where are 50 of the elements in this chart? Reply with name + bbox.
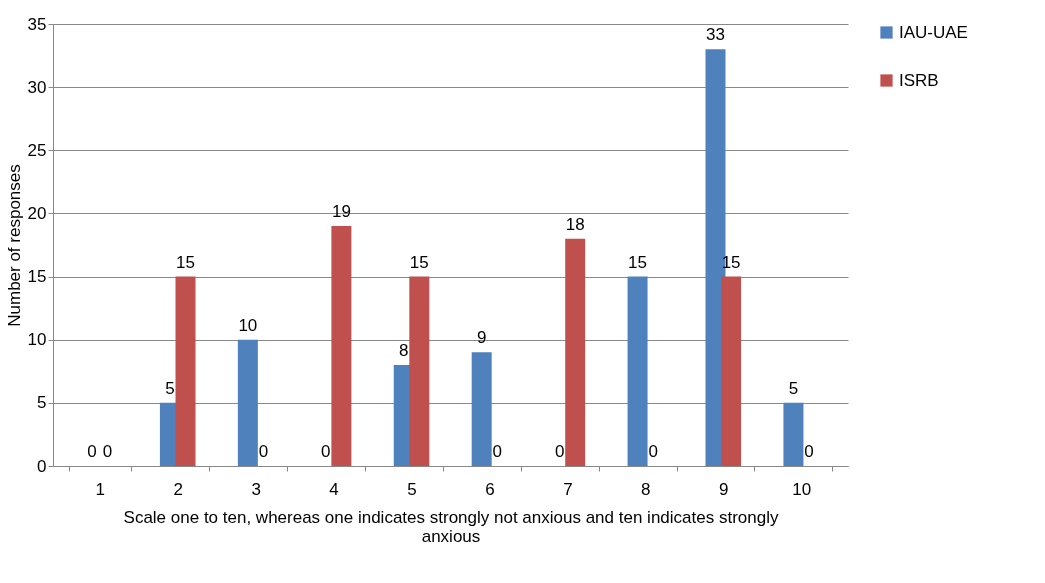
y-tick-label: 5: [37, 393, 47, 413]
y-axis-title: Number of responses: [4, 164, 24, 327]
x-tick-label: 7: [563, 479, 573, 499]
x-tick-label: 10: [792, 479, 812, 499]
legend-label: IAU-UAE: [899, 22, 968, 42]
data-label: 8: [399, 340, 409, 360]
data-label: 18: [565, 214, 585, 234]
data-label: 0: [804, 442, 814, 461]
data-label: 10: [238, 315, 258, 335]
bar: [783, 402, 804, 466]
bar: [565, 238, 586, 466]
data-label: 5: [165, 378, 175, 398]
bar: [627, 276, 648, 466]
bar: [331, 226, 352, 466]
x-tick-label: 9: [719, 479, 729, 499]
bar: [175, 276, 196, 466]
x-tick-label: 6: [485, 479, 495, 499]
data-label: 15: [176, 252, 195, 272]
x-tick-label: 1: [95, 479, 105, 499]
data-label: 0: [321, 442, 331, 461]
data-label: 0: [648, 442, 658, 461]
data-label: 19: [331, 202, 351, 222]
legend-label: ISRB: [899, 70, 939, 90]
y-tick-label: 25: [27, 140, 47, 160]
bar: [471, 352, 492, 466]
data-label: 9: [476, 328, 487, 348]
data-label: 33: [706, 25, 725, 45]
y-tick-label: 0: [37, 456, 47, 476]
data-label: 0: [492, 442, 502, 461]
data-label: 0: [102, 442, 113, 461]
x-tick-label: 2: [173, 479, 183, 499]
data-label: 5: [788, 378, 799, 398]
y-tick-label: 35: [27, 14, 47, 34]
bar: [721, 276, 742, 466]
x-tick-label: 4: [329, 479, 339, 499]
y-tick-label: 15: [27, 267, 47, 287]
data-label: 0: [554, 442, 565, 461]
bar: [237, 339, 258, 466]
y-tick-label: 10: [27, 330, 47, 350]
x-tick-label: 5: [407, 479, 417, 499]
y-tick-label: 20: [27, 203, 47, 223]
data-label: 0: [258, 442, 269, 461]
data-label: 0: [87, 442, 97, 461]
data-label: 15: [409, 252, 429, 272]
data-label: 15: [628, 252, 648, 272]
bar: [409, 276, 430, 466]
x-axis-title: Scale one to ten, whereas one indicates strongly not anxious and ten indicates strongly anxious: [123, 507, 779, 546]
y-tick-label: 30: [27, 77, 47, 97]
x-tick-label: 3: [251, 479, 261, 499]
x-tick-label: 8: [641, 479, 651, 499]
